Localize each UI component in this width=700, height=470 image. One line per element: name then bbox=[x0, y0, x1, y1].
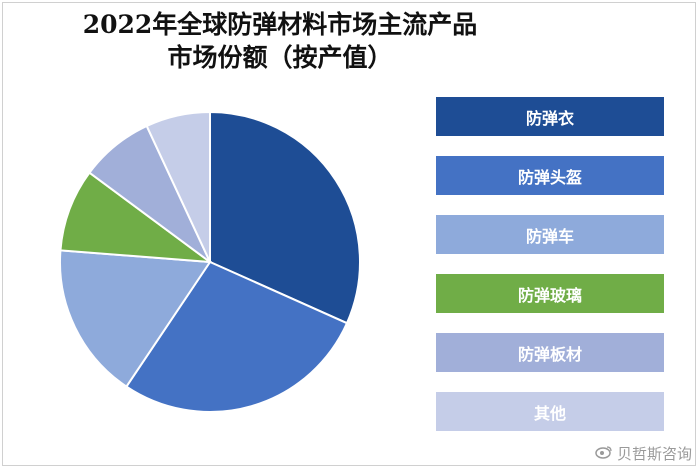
watermark: 贝哲斯咨询 bbox=[595, 443, 692, 464]
legend-item: 防弹玻璃 bbox=[436, 274, 664, 313]
pie-slice-其他 bbox=[145, 110, 211, 263]
chart-title-line-1: 2022年全球防弹材料市场主流产品 bbox=[82, 10, 478, 39]
pie-slice-防弹头盔 bbox=[125, 260, 349, 413]
chart-title-line-2: 市场份额（按产值） bbox=[167, 43, 393, 72]
legend-item: 防弹板材 bbox=[436, 333, 664, 372]
legend-item: 防弹车 bbox=[436, 215, 664, 254]
legend-item: 其他 bbox=[436, 392, 664, 431]
legend-item: 防弹头盔 bbox=[436, 156, 664, 195]
legend-label: 防弹衣 bbox=[525, 108, 574, 128]
legend-label: 防弹车 bbox=[525, 226, 574, 246]
weibo-icon bbox=[595, 445, 613, 463]
pie-slice-防弹玻璃 bbox=[59, 171, 214, 264]
legend-label: 防弹头盔 bbox=[517, 167, 582, 187]
watermark-text: 贝哲斯咨询 bbox=[616, 445, 692, 463]
legend-label: 其他 bbox=[533, 403, 566, 423]
legend-label: 防弹玻璃 bbox=[517, 285, 582, 305]
legend-item: 防弹衣 bbox=[436, 97, 664, 136]
legend-label: 防弹板材 bbox=[517, 344, 582, 364]
pie-slice-防弹衣 bbox=[209, 110, 361, 325]
pie-chart bbox=[59, 110, 361, 413]
pie-slice-防弹车 bbox=[59, 249, 212, 388]
legend: 防弹衣 防弹头盔 防弹车 防弹玻璃 防弹板材 其他 bbox=[436, 97, 664, 451]
chart-title: 2022年全球防弹材料市场主流产品 市场份额（按产值） bbox=[60, 8, 500, 74]
